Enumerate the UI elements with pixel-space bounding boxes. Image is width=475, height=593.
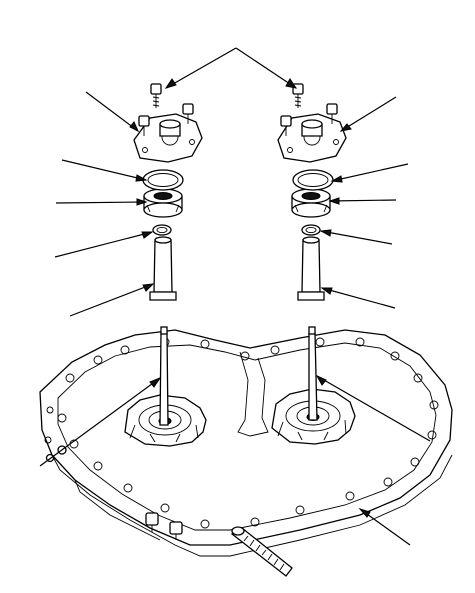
threaded-stud xyxy=(230,526,293,577)
leader-arrowheads xyxy=(129,78,371,518)
right-shaft-assembly xyxy=(277,83,347,421)
leader-lines xyxy=(39,47,431,546)
left-shaft-assembly xyxy=(133,83,203,426)
transmission-case xyxy=(39,329,453,557)
